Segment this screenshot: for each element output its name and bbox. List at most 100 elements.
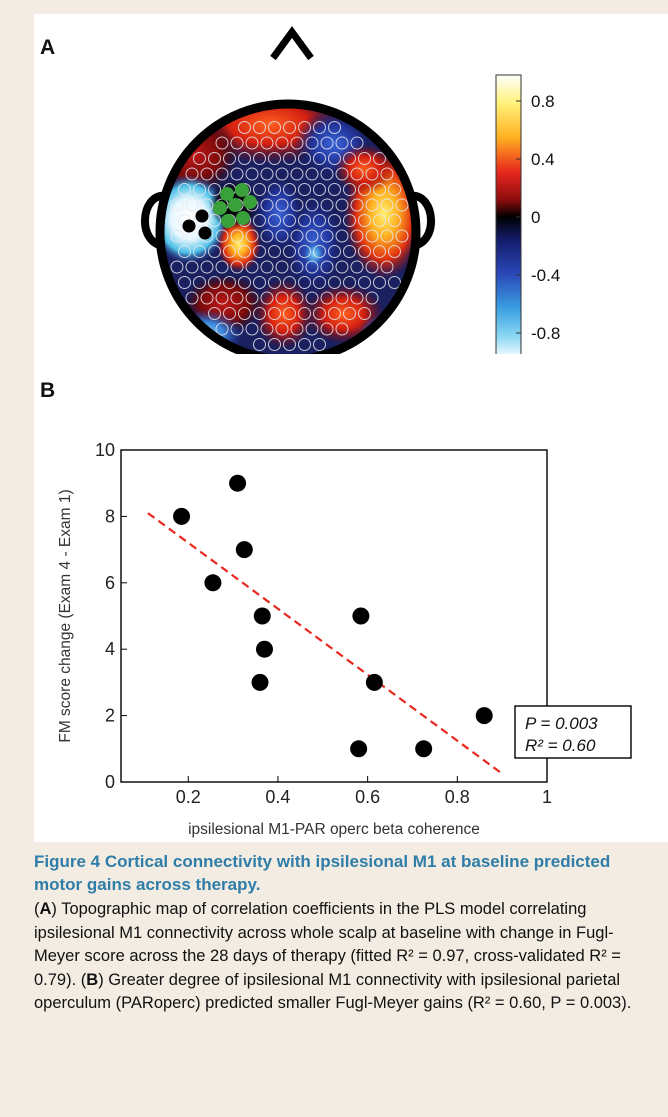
electrode-site	[365, 291, 379, 305]
electrode-site	[253, 152, 266, 165]
y-tick-label: 10	[95, 440, 115, 460]
electrode-site	[335, 198, 349, 212]
electrode-site	[328, 276, 341, 289]
x-tick-label: 0.6	[355, 787, 380, 807]
electrode-site	[275, 136, 289, 150]
electrode-site	[328, 245, 341, 258]
seed-electrodes-m1	[213, 183, 257, 228]
electrode-site	[328, 183, 341, 196]
electrode-site	[350, 198, 364, 212]
electrode-site	[245, 322, 259, 336]
electrode-site	[388, 214, 401, 227]
electrode-site	[320, 167, 334, 181]
electrode-site	[215, 229, 229, 243]
electrode-site	[253, 183, 266, 196]
topographic-map: 0.8 0.4 0 -0.4 -0.8	[141, 26, 560, 354]
electrode-site	[320, 291, 334, 305]
electrode-site	[238, 121, 251, 134]
electrode-site	[298, 276, 311, 289]
electrode-site	[290, 167, 304, 181]
electrode-site	[298, 183, 311, 196]
electrode-site	[328, 152, 341, 165]
electrode-site	[305, 198, 319, 212]
electrode-site	[343, 245, 356, 258]
electrode-site	[290, 136, 304, 150]
electrode-site	[365, 229, 379, 243]
electrode-site	[305, 167, 319, 181]
panel-a-label: A	[40, 36, 56, 59]
y-tick-label: 4	[105, 639, 115, 659]
colorbar	[495, 74, 522, 354]
electrode-site	[260, 322, 274, 336]
electrode-site	[343, 152, 356, 165]
electrode-site	[305, 136, 319, 150]
electrode-site	[373, 245, 386, 258]
x-tick-label: 0.2	[176, 787, 201, 807]
electrode-site	[350, 229, 364, 243]
electrode-site	[260, 136, 274, 150]
electrode-site	[313, 338, 326, 351]
data-point	[253, 607, 271, 625]
stats-p-value: P = 0.003	[525, 714, 598, 733]
electrode-site	[365, 167, 379, 181]
electrode-site	[380, 260, 394, 274]
electrode-site	[395, 198, 409, 212]
nose-outline	[270, 26, 314, 61]
data-point	[251, 673, 269, 691]
electrode-site	[395, 229, 409, 243]
x-axis-ticks: 0.2 0.4 0.6 0.8 1	[176, 776, 552, 807]
electrode-site	[343, 183, 356, 196]
electrode-site	[260, 260, 274, 274]
electrode-site	[215, 291, 229, 305]
electrode-site	[208, 183, 221, 196]
data-points	[173, 474, 493, 758]
electrode-site	[253, 121, 266, 134]
colorbar-tick-label: -0.8	[531, 324, 560, 343]
electrode-site	[238, 245, 251, 258]
electrode-site	[313, 276, 326, 289]
x-tick-label: 1	[542, 787, 552, 807]
electrode-site	[298, 152, 311, 165]
electrode-site	[268, 338, 281, 351]
electrode-site	[328, 307, 341, 320]
electrode-site	[208, 276, 221, 289]
electrode-site	[290, 229, 304, 243]
caption-panel-b-label: B	[86, 970, 99, 989]
electrode-site	[215, 322, 229, 336]
x-tick-label: 0.4	[265, 787, 290, 807]
electrode-site	[373, 214, 386, 227]
electrode-site	[298, 307, 311, 320]
electrode-site	[335, 136, 349, 150]
electrode-site	[230, 229, 244, 243]
electrode-site	[200, 260, 214, 274]
electrode-site	[215, 167, 229, 181]
electrode-site	[253, 338, 266, 351]
electrode-site	[275, 291, 289, 305]
electrode-site	[185, 260, 199, 274]
y-tick-label: 8	[105, 506, 115, 526]
y-tick-label: 6	[105, 573, 115, 593]
electrode-site	[290, 291, 304, 305]
electrode-site	[305, 229, 319, 243]
electrode-site	[268, 245, 281, 258]
electrode-site	[215, 136, 229, 150]
electrode-site	[313, 245, 326, 258]
y-axis-label: FM score change (Exam 4 - Exam 1)	[57, 489, 74, 742]
y-axis-ticks: 0 2 4 6 8 10	[95, 440, 127, 792]
electrode-site	[215, 260, 229, 274]
electrode-site	[358, 276, 371, 289]
electrode-site	[185, 167, 199, 181]
electrode-site	[283, 276, 296, 289]
electrode-site	[170, 229, 184, 243]
electrode-site	[268, 307, 281, 320]
electrode-site	[178, 183, 191, 196]
electrode-site	[283, 307, 296, 320]
scatter-plot: 0.2 0.4 0.6 0.8 1 0 2 4 6 8 10 P = 0.003 R² = 0.6…	[57, 440, 632, 838]
electrode-site	[358, 183, 371, 196]
electrode-site	[253, 276, 266, 289]
electrode-site	[268, 152, 281, 165]
electrode-site	[230, 322, 244, 336]
electrode-site	[253, 245, 266, 258]
electrode-site	[185, 198, 199, 212]
electrode-site	[298, 214, 311, 227]
